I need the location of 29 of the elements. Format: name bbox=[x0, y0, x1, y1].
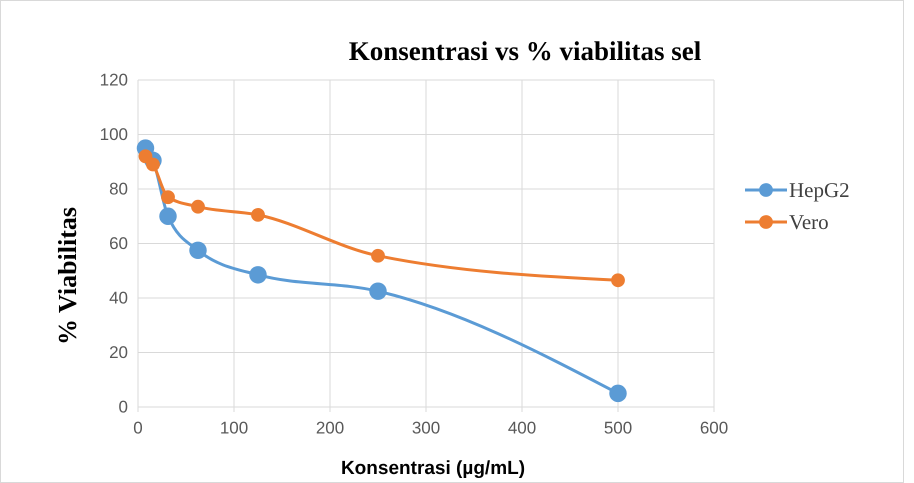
x-tick-label: 300 bbox=[412, 418, 440, 438]
y-tick-label: 20 bbox=[109, 342, 128, 362]
y-tick-label: 0 bbox=[118, 397, 128, 416]
point bbox=[251, 208, 265, 222]
y-axis-title: % Viabilitas bbox=[53, 207, 82, 345]
point bbox=[371, 248, 385, 263]
y-tick-label: 60 bbox=[109, 234, 128, 253]
point bbox=[369, 282, 387, 300]
x-tick-label: 0 bbox=[133, 418, 143, 438]
point bbox=[249, 266, 267, 284]
y-tick-label: 100 bbox=[100, 124, 128, 144]
y-tick-label: 80 bbox=[109, 179, 128, 198]
point bbox=[191, 200, 205, 214]
legend-label: Vero bbox=[789, 210, 829, 234]
chart-title: Konsentrasi vs % viabilitas sel bbox=[348, 36, 702, 66]
point bbox=[611, 273, 625, 288]
y-tick-label: 40 bbox=[109, 288, 128, 308]
x-tick-label: 100 bbox=[220, 418, 248, 438]
point bbox=[161, 190, 175, 204]
point bbox=[189, 242, 207, 260]
x-axis-title: Konsentrasi (µg/mL) bbox=[340, 458, 526, 479]
x-tick-label: 600 bbox=[700, 418, 728, 438]
legend-label: HepG2 bbox=[789, 178, 850, 202]
x-tick-label: 400 bbox=[508, 418, 536, 438]
point bbox=[159, 208, 177, 225]
x-tick-label: 500 bbox=[604, 418, 632, 438]
y-tick-label: 120 bbox=[100, 70, 128, 90]
point bbox=[609, 384, 627, 402]
x-tick-label: 200 bbox=[316, 418, 344, 438]
